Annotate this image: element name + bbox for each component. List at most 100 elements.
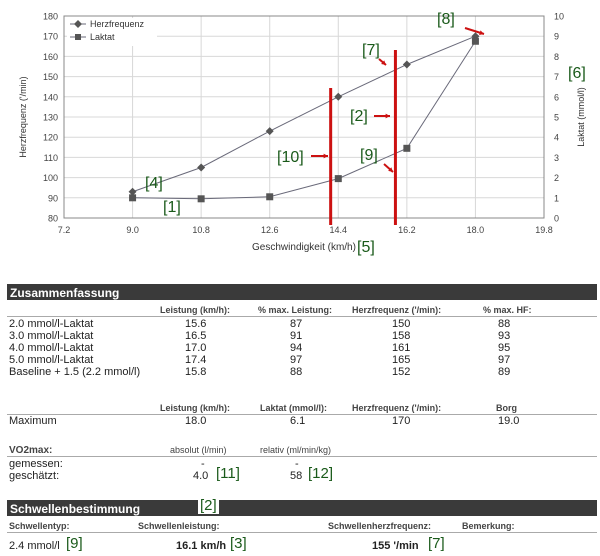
summary-cell: 89 [498,366,511,378]
threshold-hf: 155 '/min [372,540,419,552]
y2-tick-label: 9 [554,32,559,42]
vo2-geschaetzt-relativ: 58 [290,470,303,482]
summary-header-hf: Herzfrequenz ('/min): [352,305,442,315]
chart-annotation: [4] [145,175,163,192]
vo2-header-rule [7,456,597,457]
summary-cell: 97 [498,354,511,366]
chart-annotations: [8] [7] [6] [2] [10] [9] [4][1] [5] [145,11,586,256]
data-point-herzfrequenz [334,92,343,101]
max-hf: 170 [392,415,411,427]
summary-cell: 161 [392,342,411,354]
summary-row-label: 4.0 mmol/l-Laktat [9,342,94,354]
max-header-rule [7,414,597,415]
chart-annotation: [5] [357,239,375,256]
vo2-gemessen-relativ: - [295,458,299,470]
x-tick-label: 7.2 [58,225,71,235]
series-line-laktat [132,40,476,200]
y-tick-label: 150 [43,72,58,82]
legend-box [67,18,157,46]
data-point-laktat [197,195,205,203]
y2-tick-label: 2 [554,173,559,183]
data-point-laktat [334,175,342,183]
y-tick-label: 120 [43,133,58,143]
annotation-3: [3] [230,535,247,552]
axis-labels: Geschwindigkeit (km/h) Herzfrequenz ('/mi… [18,76,586,253]
threshold-header-bemerkung: Bemerkung: [462,521,515,531]
max-header-hf: Herzfrequenz ('/min): [352,403,442,413]
summary-cell: 88 [290,366,303,378]
annotation-arrowhead [388,167,393,172]
data-point-laktat [403,144,411,152]
threshold-lines [329,50,397,225]
legend-label-laktat: Laktat [90,32,115,42]
summary-section-header: Zusammenfassung [7,284,597,300]
y-tick-label: 90 [48,193,58,203]
x-tick-label: 19.8 [535,225,553,235]
summary-cell: 16.5 [185,330,207,342]
threshold-header-rule [7,532,597,533]
y-tick-label: 110 [44,153,58,163]
y-axis-label: Herzfrequenz ('/min) [18,76,28,157]
summary-cell: 88 [498,318,511,330]
x-tick-label: 18.0 [467,225,485,235]
lactate-chart: 80 90 100 110 120 130 140 150 160 170 180 0 1 2 3 4 5 6 7 8… [18,11,586,256]
threshold-typ: 2.4 mmol/l [9,540,60,552]
y2-tick-label: 4 [554,133,559,143]
vo2-geschaetzt-label: geschätzt: [9,470,60,482]
y-tick-label: 160 [43,52,58,62]
threshold-section-header: Schwellenbestimmung [7,500,597,516]
max-leistung: 18.0 [185,415,207,427]
chart-annotation: [2] [350,108,368,125]
x-tick-label: 12.6 [261,225,279,235]
annotation-arrowhead [479,30,484,35]
summary-cell: 17.4 [185,354,207,366]
chart-annotation: [7] [362,42,380,59]
summary-row-label: Baseline + 1.5 (2.2 mmol/l) [9,366,141,378]
y2-axis-label: Laktat (mmol/l) [576,87,586,147]
chart-annotation: [9] [360,147,378,164]
series-line-herzfrequenz [132,35,476,193]
summary-cell: 95 [498,342,511,354]
annotation-2-section: [2] [198,497,219,514]
ticks: 80 90 100 110 120 130 140 150 160 170 180 0 1 2 3 4 5 6 7 8… [43,12,564,236]
max-label: Maximum [9,415,57,427]
vo2-header-relativ: relativ (ml/min/kg) [260,445,332,455]
summary-cell: 15.6 [185,318,207,330]
annotation-9-table: [9] [66,535,83,552]
summary-header-pct-hf: % max. HF: [483,305,532,315]
y2-tick-label: 0 [554,214,559,224]
vo2-label: VO2max: [9,445,53,456]
annotation-arrowhead [323,153,328,159]
summary-row-label: 5.0 mmol/l-Laktat [9,354,94,366]
legend-marker-herzfrequenz [74,20,82,28]
vo2-header-absolut: absolut (l/min) [170,445,227,455]
chart-annotation: [6] [568,65,586,82]
y-tick-label: 100 [43,173,58,183]
plot-frame [63,15,545,219]
legend-marker-laktat [75,34,81,40]
data-point-laktat [129,194,137,202]
y2-tick-label: 8 [554,52,559,62]
data-point-herzfrequenz [128,187,137,196]
x-tick-label: 10.8 [192,225,210,235]
max-laktat: 6.1 [290,415,306,427]
vo2-gemessen-absolut: - [201,458,205,470]
y-tick-label: 140 [43,92,58,102]
threshold-header-typ: Schwellentyp: [9,521,70,531]
max-borg: 19.0 [498,415,520,427]
summary-row-label: 3.0 mmol/l-Laktat [9,330,94,342]
series [128,32,480,203]
y2-tick-label: 6 [554,92,559,102]
summary-cell: 97 [290,354,303,366]
summary-title: Zusammenfassung [10,286,120,300]
summary-cell: 150 [392,318,411,330]
summary-cell: 91 [290,330,303,342]
threshold-header-hf: Schwellenherzfrequenz: [328,521,432,531]
max-header-leistung: Leistung (km/h): [160,403,230,413]
threshold-title: Schwellenbestimmung [10,502,141,516]
summary-cell: 152 [392,366,411,378]
x-tick-label: 16.2 [398,225,416,235]
data-point-herzfrequenz [402,60,411,69]
summary-row-label: 2.0 mmol/l-Laktat [9,318,94,330]
vo2-geschaetzt-absolut: 4.0 [193,470,209,482]
